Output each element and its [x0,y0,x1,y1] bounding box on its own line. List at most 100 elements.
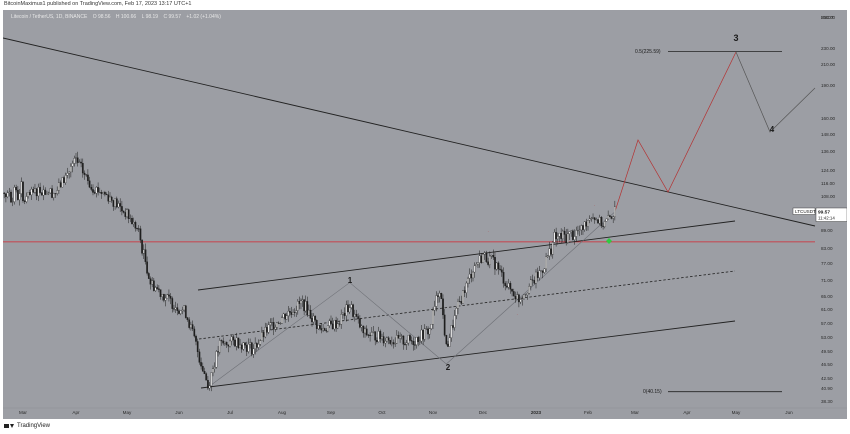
price-tick-label: 38.30 [821,399,833,404]
candle-body [119,203,122,207]
candle-body [391,342,393,344]
candle-body [563,230,566,235]
candle-body [271,322,273,324]
candle-body [452,325,454,328]
price-tick-label: 42.50 [821,376,833,381]
candle-body [555,232,557,240]
candle-body [78,161,81,163]
time-tick-label: Aug [278,410,287,415]
candle-body [289,310,291,313]
candle-body [247,343,250,352]
candle-body [475,264,478,266]
candle-body [34,188,36,193]
ohlc-close: C 99.57 [163,14,181,20]
candle-body [306,301,309,316]
candle-body [85,174,88,176]
candle-body [129,218,132,219]
wave-2-label: 2 [446,363,451,372]
candle-body [420,329,423,342]
candle-body [578,229,581,231]
candle-body [290,312,293,315]
candle-body [402,335,405,345]
candle-body [325,330,328,332]
candle-body [284,313,287,320]
candle-body [46,193,48,195]
brand-name: TradingView [17,423,51,429]
candle-body [139,228,142,241]
candle-body [25,196,28,202]
time-tick-label: May [123,410,132,415]
candle-body [370,332,373,336]
candle-body [387,337,390,341]
symbol-info: Litecoin / TetherUS, 1D, BINANCE O 98.56… [11,14,225,20]
candle-body [164,297,167,301]
candle-body [174,307,177,310]
sub-wave-marker: · [594,203,595,208]
candle-body [107,194,110,202]
chart-area[interactable]: Litecoin / TetherUS, 1D, BINANCE O 98.56… [2,10,848,419]
price-chart-svg[interactable]: 250.00 230.00 210.00 190.00 160.00 148.00 136.… [2,10,848,419]
candle-body [250,342,253,355]
candle-body [538,270,541,278]
candle-body [179,310,182,314]
sub-wave-marker: · [487,229,488,234]
price-tick-label: 53.00 [821,335,833,340]
candle-body [359,318,361,328]
sub-wave-marker: · [517,312,518,317]
price-tick-label: 160.00 [821,116,835,121]
candle-body [435,295,438,307]
candle-body [462,290,464,304]
candle-body [577,230,579,232]
channel-mid-line [198,270,736,340]
candle-body [80,161,82,164]
candle-body [410,340,413,342]
candle-body [514,295,517,300]
candle-body [59,182,62,188]
candle-body [602,225,604,227]
candle-body [93,192,96,194]
candle-body [595,219,598,221]
candle-body [315,320,318,329]
candle-body [110,196,113,201]
candle-body [430,324,433,329]
candle-body [311,318,313,323]
candle-body [400,335,403,337]
candle-body [409,335,411,341]
candle-body [425,328,428,330]
price-tick-label: 250.00 [821,15,835,20]
candle-body [585,221,588,227]
candle-body [23,200,26,202]
candle-body [132,222,135,225]
candle-body [257,344,260,348]
candle-body [201,366,204,372]
candle-body [3,192,6,194]
candle-body [412,341,415,345]
candle-body [169,296,172,299]
price-tag-symbol-box [792,207,816,215]
candle-body [210,372,213,387]
candle-body [212,368,214,373]
candle-body [281,317,283,324]
candle-body [10,191,12,203]
price-tick-label: 136.00 [821,149,835,154]
candle-body [345,304,348,316]
candle-body [117,203,120,208]
candle-body [42,189,45,196]
candle-body [565,234,568,243]
candle-body [506,285,508,288]
candle-body [136,228,138,230]
candle-body [217,351,219,353]
candle-body [73,158,76,164]
price-tick-label: 77.00 [821,261,833,266]
candle-body [342,312,344,315]
candle-body [229,340,231,347]
candle-body [592,217,594,219]
price-tick-label: 190.00 [821,83,835,88]
price-tick-label: 148.00 [821,132,835,137]
candle-body [222,340,225,344]
candle-body [287,310,290,316]
candle-body [372,331,375,333]
candle-body [75,157,77,159]
candle-body [114,198,116,207]
candle-body [405,342,408,345]
